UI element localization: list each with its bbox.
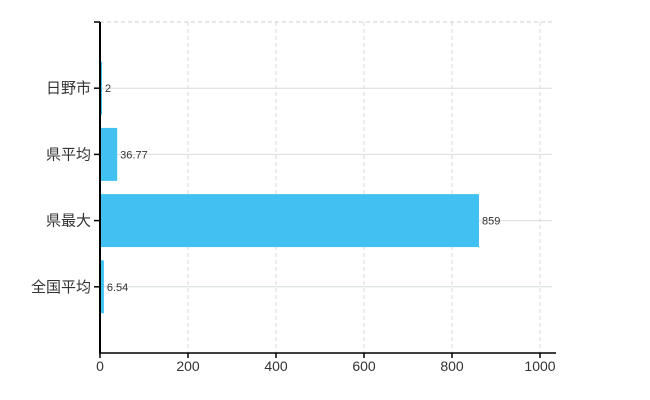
bar-value-label: 859 — [482, 216, 500, 228]
x-tick-label: 800 — [440, 358, 464, 374]
bar — [101, 61, 102, 115]
x-tick-label: 1000 — [524, 358, 555, 374]
category-label: 県最大 — [46, 213, 91, 230]
category-label: 県平均 — [46, 146, 91, 163]
bar-value-label: 2 — [105, 83, 111, 95]
category-label: 日野市 — [46, 80, 91, 97]
category-label: 全国平均 — [31, 278, 91, 296]
x-tick-label: 400 — [264, 358, 288, 374]
bar-value-label: 36.77 — [120, 149, 148, 161]
x-tick-label: 200 — [176, 358, 200, 374]
x-tick-label: 0 — [96, 358, 104, 374]
bar — [101, 260, 104, 314]
x-tick-label: 600 — [352, 358, 376, 374]
bar — [101, 194, 479, 248]
bar-value-label: 6.54 — [107, 282, 128, 294]
bar — [101, 127, 118, 181]
